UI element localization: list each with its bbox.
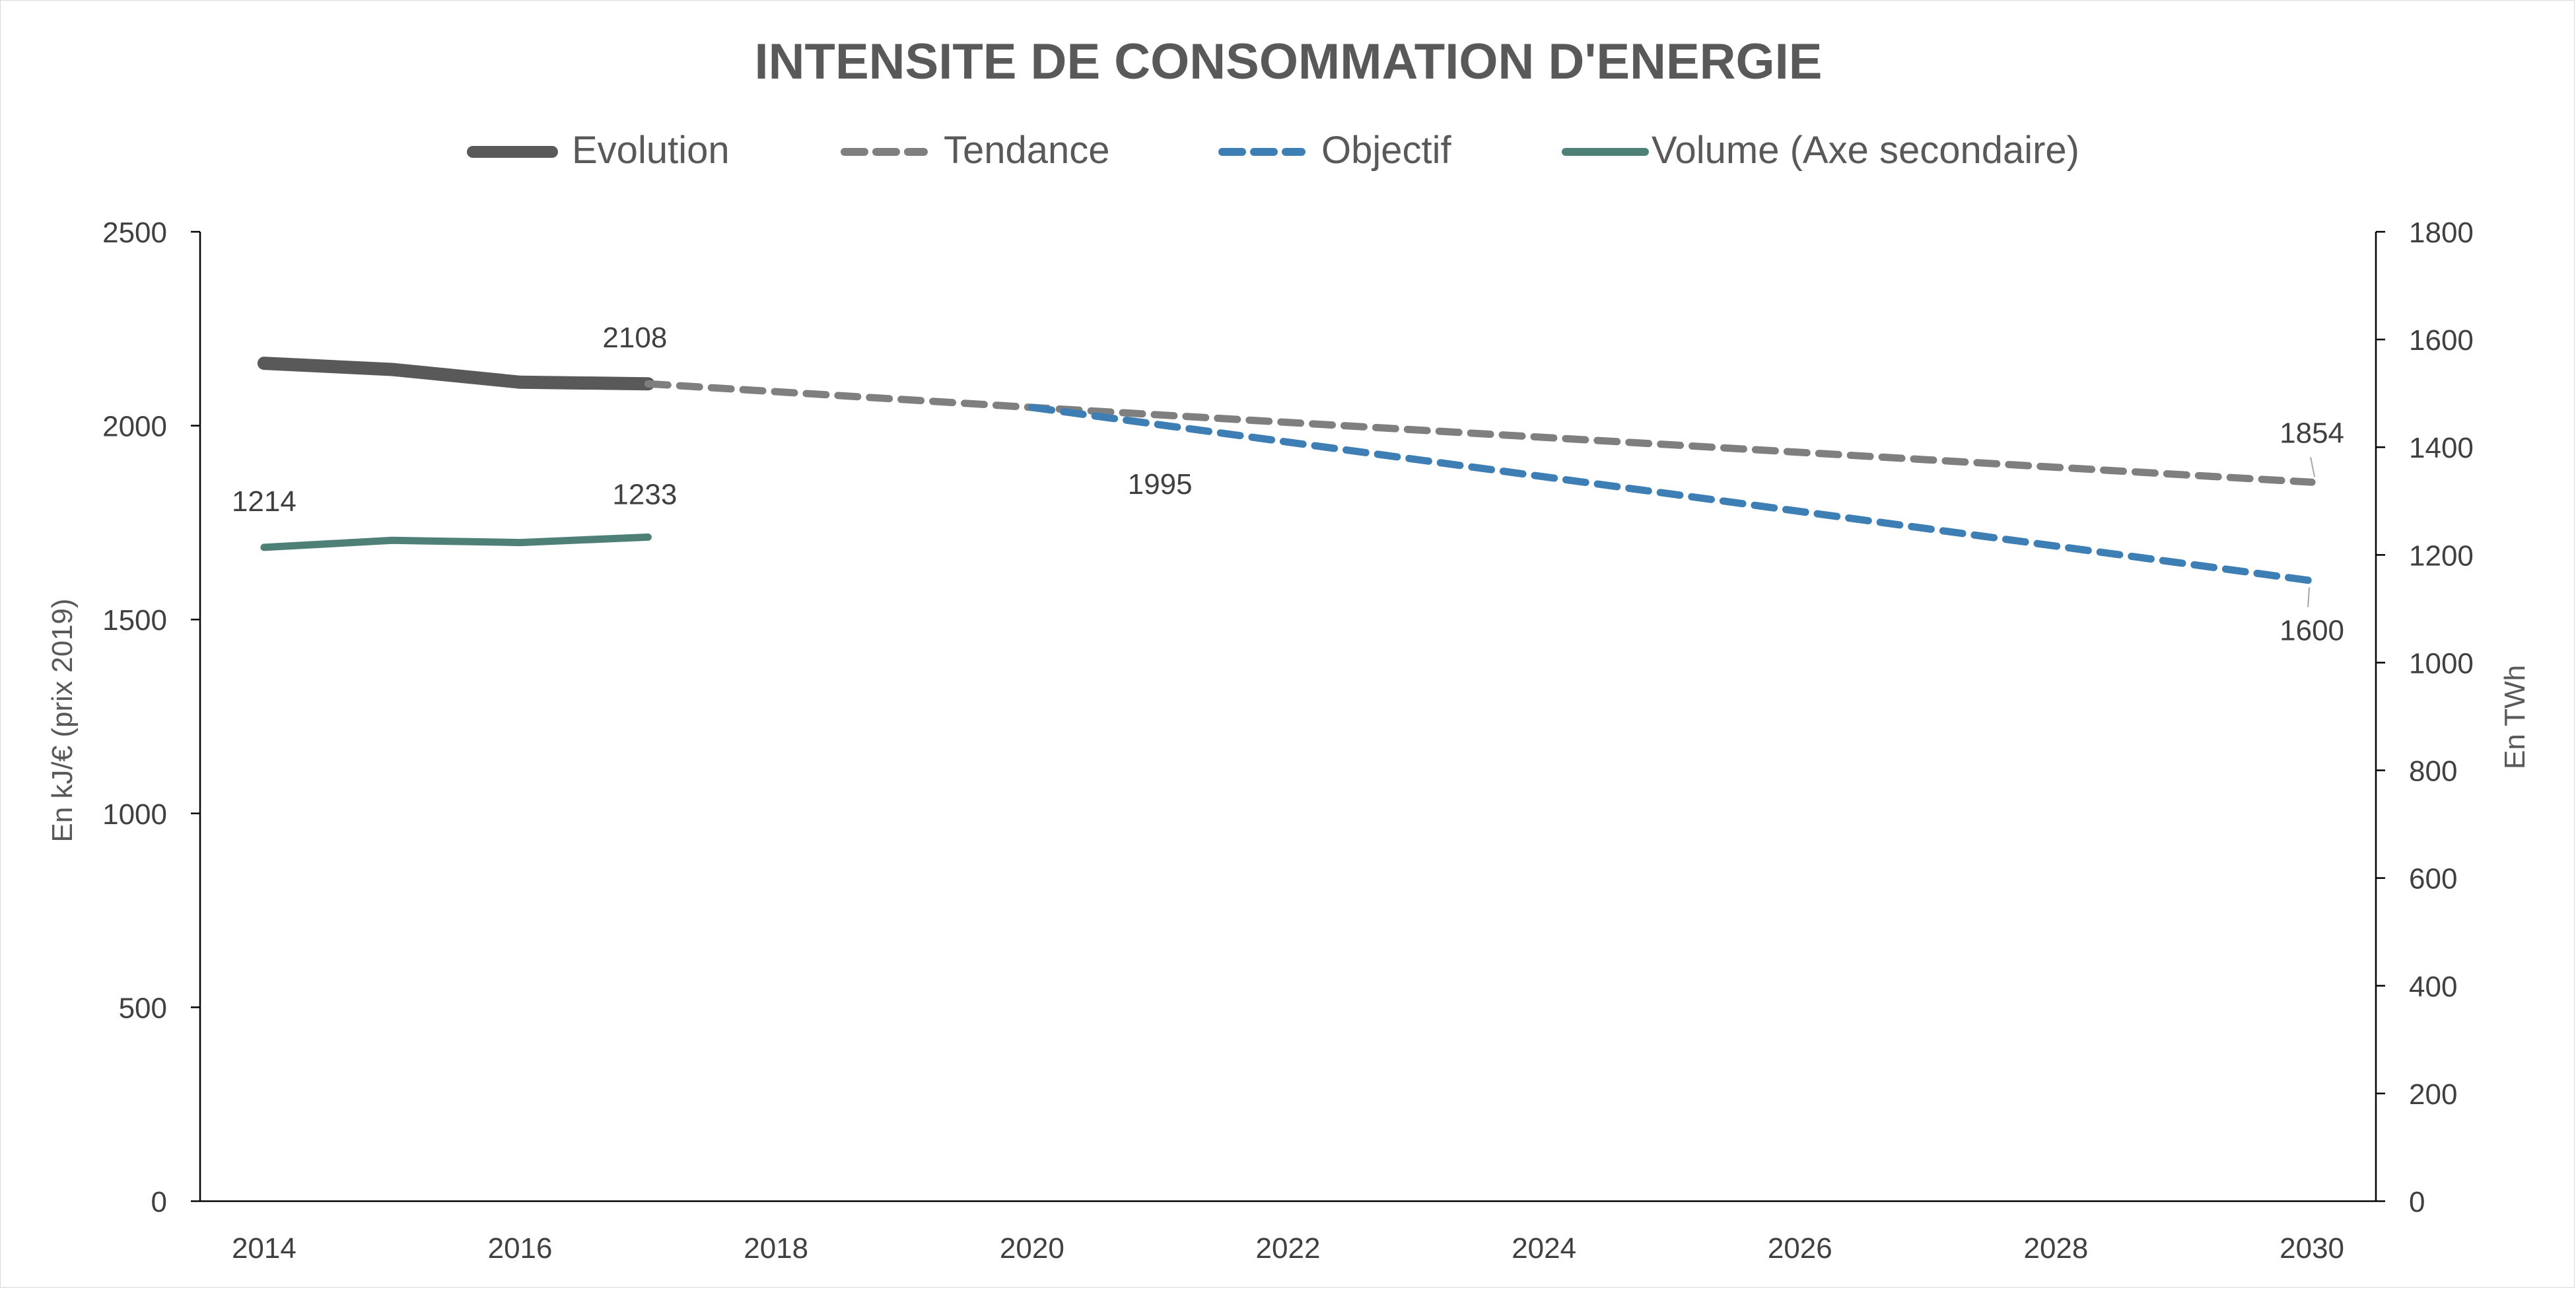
y2-tick-label: 1800 — [2409, 217, 2474, 249]
legend-label: Volume (Axe secondaire) — [1652, 129, 2079, 172]
legend: Evolution Tendance Objectif Volume (Axe sec… — [467, 129, 2079, 172]
y-tick-label: 500 — [119, 992, 167, 1024]
x-tick-label: 2014 — [232, 1232, 296, 1265]
legend-label: Tendance — [944, 129, 1110, 172]
data-label-objectif-2030: 1600 — [2280, 614, 2344, 646]
y-tick-label: 0 — [151, 1186, 167, 1218]
series-line-volume-axe-secondaire — [260, 533, 652, 551]
y2-axis-title: En TWh — [2499, 665, 2531, 769]
data-label-volume-axe-secondaire-2017: 1233 — [612, 478, 677, 510]
y-tick-label: 1500 — [102, 604, 167, 637]
leader-line — [2310, 457, 2316, 477]
y-tick-label: 1000 — [102, 798, 167, 831]
chart-title: INTENSITE DE CONSOMMATION D'ENERGIE — [755, 34, 1823, 90]
y2-tick-label: 0 — [2409, 1186, 2425, 1218]
x-tick-label: 2024 — [1512, 1232, 1576, 1265]
data-label-volume-axe-secondaire-2014: 1214 — [232, 485, 296, 518]
legend-label: Evolution — [572, 129, 730, 172]
series-line-objectif — [1028, 403, 2316, 584]
y2-tick-label: 800 — [2409, 755, 2457, 788]
leader-line — [2307, 587, 2311, 608]
y-tick-label: 2500 — [102, 217, 167, 249]
y2-tick-label: 200 — [2409, 1078, 2457, 1111]
y2-tick-label: 1600 — [2409, 324, 2474, 357]
y-tick-label: 2000 — [102, 411, 167, 443]
legend-item-volume-axe-secondaire: Volume (Axe secondaire) — [1562, 129, 2079, 172]
x-tick-label: 2018 — [744, 1232, 808, 1265]
x-tick-label: 2026 — [1768, 1232, 1832, 1265]
y2-tick-label: 1200 — [2409, 540, 2474, 572]
legend-item-objectif: Objectif — [1218, 129, 1452, 172]
data-label-evolution-2017: 2108 — [602, 322, 667, 354]
series-line-evolution — [257, 357, 655, 391]
plot-area — [257, 357, 2316, 584]
axes: 0 500 1000 1500 2000 2500 0 200 400 600 800 1000 120… — [102, 217, 2474, 1265]
legend-item-tendance: Tendance — [841, 129, 1110, 172]
data-label-tendance-2030: 1854 — [2280, 417, 2344, 449]
x-tick-label: 2016 — [488, 1232, 553, 1265]
y2-tick-label: 400 — [2409, 971, 2457, 1003]
x-tick-label: 2022 — [1256, 1232, 1321, 1265]
y2-tick-label: 1000 — [2409, 647, 2474, 679]
data-label-objectif-2021: 1995 — [1128, 468, 1193, 501]
legend-item-evolution: Evolution — [467, 129, 730, 172]
legend-label: Objectif — [1321, 129, 1452, 172]
y2-tick-label: 1400 — [2409, 432, 2474, 464]
x-tick-label: 2030 — [2280, 1232, 2344, 1265]
x-tick-label: 2020 — [1000, 1232, 1064, 1265]
y-axis-title: En kJ/€ (prix 2019) — [46, 598, 79, 842]
x-tick-label: 2028 — [2023, 1232, 2088, 1265]
data-labels: 2108 1995 1854 1600 1214 1233 — [232, 322, 2344, 646]
y2-tick-label: 600 — [2409, 863, 2457, 895]
